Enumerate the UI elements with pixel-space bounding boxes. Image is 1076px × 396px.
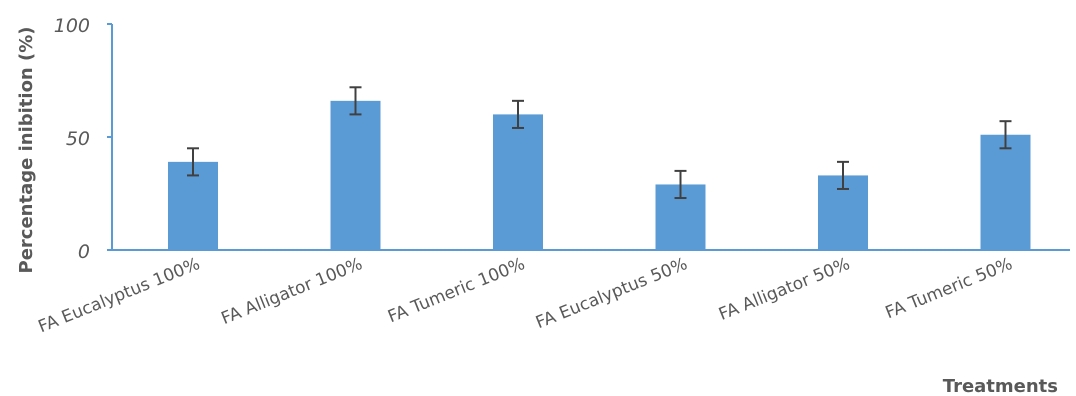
bar	[980, 134, 1031, 250]
x-tick-label: FA Tumeric 50%	[883, 254, 1016, 323]
x-tick-label: FA Tumeric 100%	[385, 254, 528, 327]
x-tick-label: FA Alligator 100%	[218, 254, 365, 329]
x-tick-label: FA Alligator 50%	[716, 254, 853, 325]
y-axis-title: Percentage inibition (%)	[16, 27, 37, 274]
y-tick-label-100: 100	[54, 15, 90, 37]
x-tick-label: FA Eucalyptus 100%	[36, 254, 203, 337]
x-axis-title: Treatments	[943, 376, 1058, 396]
bar	[493, 114, 543, 251]
y-tick-label-0: 0	[78, 241, 90, 263]
y-tick-label-50: 50	[66, 128, 90, 150]
bar	[168, 161, 218, 250]
bar	[330, 100, 381, 250]
x-tick-labels: FA Eucalyptus 100% FA Alligator 100% FA Tu…	[36, 254, 1016, 337]
x-tick-label: FA Eucalyptus 50%	[533, 254, 690, 333]
plot-area	[107, 23, 1070, 251]
